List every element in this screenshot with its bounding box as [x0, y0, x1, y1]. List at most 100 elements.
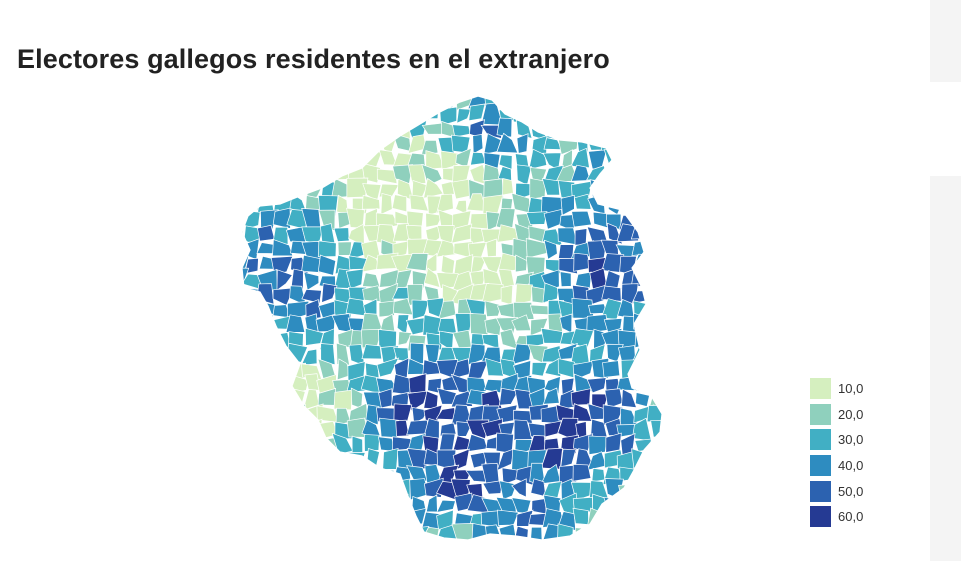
municipality-area[interactable] [321, 283, 338, 304]
municipality-area[interactable] [661, 193, 670, 215]
municipality-area[interactable] [666, 118, 670, 139]
municipality-area[interactable] [242, 438, 262, 455]
municipality-area[interactable] [496, 448, 515, 472]
municipality-area[interactable] [436, 193, 454, 214]
municipality-area[interactable] [316, 493, 338, 514]
municipality-area[interactable] [618, 163, 636, 187]
municipality-area[interactable] [272, 207, 291, 229]
municipality-area[interactable] [557, 523, 574, 544]
municipality-area[interactable] [439, 106, 458, 127]
municipality-area[interactable] [480, 124, 503, 139]
municipality-area[interactable] [502, 178, 514, 196]
municipality-area[interactable] [560, 448, 577, 468]
municipality-area[interactable] [663, 108, 670, 124]
municipality-area[interactable] [261, 92, 279, 109]
municipality-area[interactable] [230, 357, 249, 377]
municipality-area[interactable] [424, 92, 444, 105]
municipality-area[interactable] [634, 480, 651, 498]
municipality-area[interactable] [531, 498, 547, 515]
municipality-area[interactable] [230, 107, 249, 127]
municipality-area[interactable] [420, 139, 439, 156]
municipality-area[interactable] [230, 316, 244, 333]
municipality-area[interactable] [331, 105, 353, 124]
municipality-area[interactable] [575, 107, 594, 123]
municipality-area[interactable] [616, 92, 636, 109]
municipality-area[interactable] [467, 360, 489, 381]
municipality-area[interactable] [425, 212, 443, 228]
municipality-area[interactable] [663, 346, 670, 364]
municipality-area[interactable] [574, 228, 588, 246]
municipality-area[interactable] [273, 138, 293, 157]
municipality-area[interactable] [647, 194, 669, 211]
municipality-area[interactable] [635, 507, 653, 531]
municipality-area[interactable] [482, 480, 504, 495]
municipality-area[interactable] [361, 272, 381, 288]
municipality-area[interactable] [320, 343, 336, 366]
municipality-area[interactable] [602, 527, 618, 545]
municipality-area[interactable] [275, 390, 291, 411]
municipality-area[interactable] [230, 92, 248, 110]
municipality-area[interactable] [456, 108, 472, 124]
municipality-area[interactable] [285, 477, 305, 501]
municipality-area[interactable] [633, 467, 650, 484]
municipality-area[interactable] [365, 133, 381, 154]
municipality-area[interactable] [244, 359, 264, 379]
municipality-area[interactable] [261, 402, 278, 425]
municipality-area[interactable] [361, 92, 383, 112]
municipality-area[interactable] [646, 222, 668, 244]
municipality-area[interactable] [257, 510, 276, 530]
municipality-area[interactable] [345, 122, 370, 139]
municipality-area[interactable] [543, 239, 558, 260]
municipality-area[interactable] [408, 373, 427, 394]
municipality-area[interactable] [498, 480, 517, 500]
municipality-area[interactable] [436, 499, 456, 513]
municipality-area[interactable] [259, 360, 273, 382]
municipality-area[interactable] [484, 300, 503, 317]
municipality-area[interactable] [255, 433, 276, 456]
municipality-area[interactable] [348, 513, 368, 527]
municipality-area[interactable] [397, 108, 408, 127]
municipality-area[interactable] [230, 511, 250, 528]
municipality-area[interactable] [651, 181, 666, 201]
municipality-area[interactable] [587, 92, 603, 109]
municipality-area[interactable] [605, 167, 620, 184]
municipality-area[interactable] [540, 92, 563, 109]
municipality-area[interactable] [587, 543, 609, 548]
municipality-area[interactable] [542, 541, 561, 548]
municipality-area[interactable] [439, 422, 457, 437]
municipality-area[interactable] [230, 481, 244, 502]
municipality-area[interactable] [256, 529, 279, 544]
municipality-area[interactable] [307, 463, 323, 482]
municipality-area[interactable] [241, 510, 263, 530]
municipality-area[interactable] [633, 103, 648, 123]
municipality-area[interactable] [663, 433, 670, 451]
municipality-area[interactable] [393, 493, 409, 510]
municipality-area[interactable] [602, 360, 621, 378]
municipality-area[interactable] [285, 314, 306, 333]
municipality-area[interactable] [664, 331, 670, 349]
municipality-area[interactable] [556, 537, 577, 548]
municipality-area[interactable] [603, 512, 625, 529]
municipality-area[interactable] [484, 357, 504, 377]
municipality-area[interactable] [557, 106, 578, 121]
municipality-area[interactable] [426, 539, 443, 548]
municipality-area[interactable] [622, 196, 634, 212]
municipality-area[interactable] [665, 92, 670, 108]
municipality-area[interactable] [541, 108, 559, 126]
municipality-area[interactable] [440, 181, 455, 197]
municipality-area[interactable] [304, 450, 323, 470]
map-svg[interactable] [230, 92, 670, 548]
municipality-area[interactable] [587, 193, 606, 215]
municipality-area[interactable] [600, 118, 619, 137]
municipality-area[interactable] [257, 451, 279, 470]
municipality-area[interactable] [271, 544, 290, 548]
municipality-area[interactable] [255, 151, 279, 172]
municipality-area[interactable] [574, 527, 593, 545]
municipality-area[interactable] [376, 168, 398, 185]
municipality-area[interactable] [272, 508, 292, 526]
municipality-area[interactable] [425, 252, 438, 274]
municipality-area[interactable] [408, 539, 428, 548]
municipality-area[interactable] [287, 151, 308, 168]
municipality-area[interactable] [321, 137, 338, 155]
municipality-area[interactable] [337, 241, 352, 256]
